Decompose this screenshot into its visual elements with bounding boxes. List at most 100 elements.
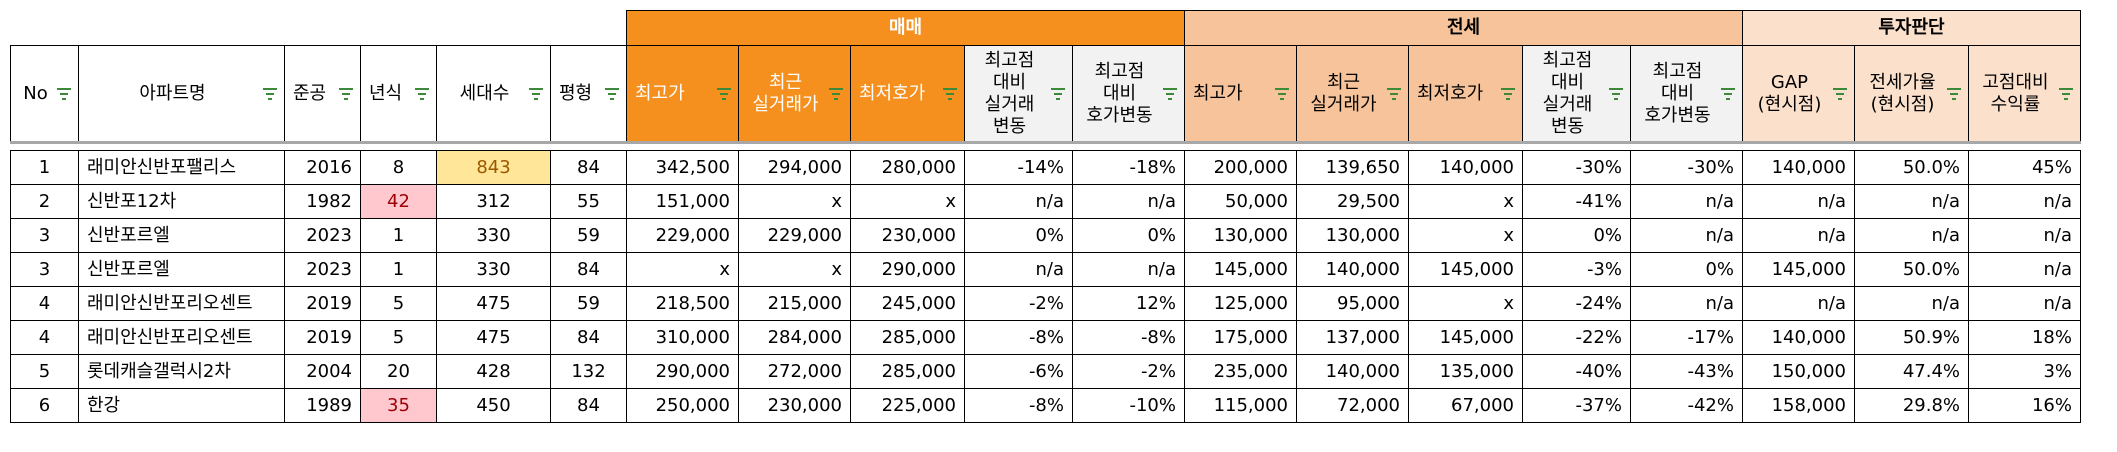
filter-dropdown-icon[interactable]	[828, 86, 844, 102]
cell-no[interactable]: 2	[10, 184, 79, 219]
cell-sale-lowask[interactable]: 285,000	[850, 354, 965, 389]
cell-area[interactable]: 84	[550, 150, 627, 185]
cell-jeonse-chg-deal[interactable]: -22%	[1522, 320, 1631, 355]
cell-jeonse-recent[interactable]: 29,500	[1296, 184, 1409, 219]
cell-households[interactable]: 450	[436, 388, 551, 423]
cell-sale-max[interactable]: 342,500	[626, 150, 739, 185]
cell-gap[interactable]: 145,000	[1742, 252, 1855, 287]
cell-gap[interactable]: n/a	[1742, 184, 1855, 219]
cell-jeonse-lowask[interactable]: x	[1408, 286, 1523, 321]
cell-built[interactable]: 2004	[284, 354, 361, 389]
cell-jeonse-max[interactable]: 50,000	[1184, 184, 1297, 219]
cell-jeonse-recent[interactable]: 137,000	[1296, 320, 1409, 355]
cell-sale-max[interactable]: 151,000	[626, 184, 739, 219]
cell-sale-chg-deal[interactable]: n/a	[964, 184, 1073, 219]
filter-dropdown-icon[interactable]	[1832, 86, 1848, 102]
cell-sale-chg-deal[interactable]: -6%	[964, 354, 1073, 389]
cell-jeonse-recent[interactable]: 72,000	[1296, 388, 1409, 423]
cell-no[interactable]: 3	[10, 252, 79, 287]
cell-sale-recent[interactable]: 284,000	[738, 320, 851, 355]
cell-ratio[interactable]: 47.4%	[1854, 354, 1969, 389]
cell-sale-max[interactable]: 229,000	[626, 218, 739, 253]
cell-return[interactable]: 45%	[1968, 150, 2081, 185]
cell-sale-max[interactable]: 290,000	[626, 354, 739, 389]
cell-jeonse-chg-deal[interactable]: -37%	[1522, 388, 1631, 423]
cell-age[interactable]: 1	[360, 252, 437, 287]
cell-ratio[interactable]: 29.8%	[1854, 388, 1969, 423]
cell-sale-max[interactable]: x	[626, 252, 739, 287]
cell-sale-chg-ask[interactable]: -8%	[1072, 320, 1185, 355]
cell-sale-lowask[interactable]: 245,000	[850, 286, 965, 321]
filter-dropdown-icon[interactable]	[1050, 86, 1066, 102]
cell-built[interactable]: 2023	[284, 252, 361, 287]
cell-age[interactable]: 8	[360, 150, 437, 185]
cell-built[interactable]: 2019	[284, 320, 361, 355]
cell-jeonse-lowask[interactable]: 140,000	[1408, 150, 1523, 185]
filter-dropdown-icon[interactable]	[604, 86, 620, 102]
cell-return[interactable]: n/a	[1968, 286, 2081, 321]
cell-jeonse-chg-ask[interactable]: -43%	[1630, 354, 1743, 389]
cell-area[interactable]: 132	[550, 354, 627, 389]
cell-sale-chg-deal[interactable]: -8%	[964, 320, 1073, 355]
cell-gap[interactable]: 158,000	[1742, 388, 1855, 423]
cell-households[interactable]: 428	[436, 354, 551, 389]
cell-jeonse-chg-ask[interactable]: -30%	[1630, 150, 1743, 185]
cell-area[interactable]: 84	[550, 388, 627, 423]
cell-sale-max[interactable]: 310,000	[626, 320, 739, 355]
cell-sale-chg-deal[interactable]: -14%	[964, 150, 1073, 185]
cell-age[interactable]: 5	[360, 320, 437, 355]
cell-no[interactable]: 4	[10, 320, 79, 355]
cell-sale-recent[interactable]: x	[738, 252, 851, 287]
cell-households[interactable]: 330	[436, 252, 551, 287]
cell-sale-lowask[interactable]: 285,000	[850, 320, 965, 355]
cell-sale-chg-deal[interactable]: n/a	[964, 252, 1073, 287]
cell-jeonse-chg-ask[interactable]: -42%	[1630, 388, 1743, 423]
filter-dropdown-icon[interactable]	[414, 86, 430, 102]
cell-gap[interactable]: n/a	[1742, 286, 1855, 321]
filter-dropdown-icon[interactable]	[1946, 86, 1962, 102]
filter-dropdown-icon[interactable]	[1500, 86, 1516, 102]
cell-jeonse-lowask[interactable]: 135,000	[1408, 354, 1523, 389]
cell-sale-chg-ask[interactable]: n/a	[1072, 184, 1185, 219]
cell-sale-recent[interactable]: 294,000	[738, 150, 851, 185]
cell-jeonse-chg-ask[interactable]: 0%	[1630, 252, 1743, 287]
cell-sale-chg-ask[interactable]: n/a	[1072, 252, 1185, 287]
cell-name[interactable]: 롯데캐슬갤럭시2차	[78, 354, 285, 389]
cell-no[interactable]: 1	[10, 150, 79, 185]
cell-jeonse-recent[interactable]: 140,000	[1296, 354, 1409, 389]
filter-dropdown-icon[interactable]	[1720, 86, 1736, 102]
cell-built[interactable]: 2023	[284, 218, 361, 253]
cell-jeonse-recent[interactable]: 95,000	[1296, 286, 1409, 321]
cell-return[interactable]: 16%	[1968, 388, 2081, 423]
cell-area[interactable]: 59	[550, 286, 627, 321]
filter-dropdown-icon[interactable]	[262, 86, 278, 102]
cell-sale-chg-deal[interactable]: 0%	[964, 218, 1073, 253]
cell-households[interactable]: 475	[436, 286, 551, 321]
cell-sale-chg-deal[interactable]: -2%	[964, 286, 1073, 321]
cell-age[interactable]: 5	[360, 286, 437, 321]
cell-jeonse-lowask[interactable]: 145,000	[1408, 320, 1523, 355]
filter-dropdown-icon[interactable]	[1608, 86, 1624, 102]
cell-name[interactable]: 래미안신반포리오센트	[78, 286, 285, 321]
cell-jeonse-chg-ask[interactable]: n/a	[1630, 286, 1743, 321]
cell-sale-recent[interactable]: 230,000	[738, 388, 851, 423]
cell-sale-recent[interactable]: 229,000	[738, 218, 851, 253]
cell-name[interactable]: 래미안신반포팰리스	[78, 150, 285, 185]
cell-jeonse-chg-deal[interactable]: -3%	[1522, 252, 1631, 287]
cell-jeonse-max[interactable]: 175,000	[1184, 320, 1297, 355]
cell-jeonse-recent[interactable]: 140,000	[1296, 252, 1409, 287]
cell-ratio[interactable]: n/a	[1854, 184, 1969, 219]
cell-jeonse-max[interactable]: 200,000	[1184, 150, 1297, 185]
cell-jeonse-chg-deal[interactable]: 0%	[1522, 218, 1631, 253]
cell-households[interactable]: 312	[436, 184, 551, 219]
cell-jeonse-chg-deal[interactable]: -40%	[1522, 354, 1631, 389]
cell-return[interactable]: 18%	[1968, 320, 2081, 355]
cell-name[interactable]: 신반포르엘	[78, 252, 285, 287]
cell-no[interactable]: 6	[10, 388, 79, 423]
cell-name[interactable]: 한강	[78, 388, 285, 423]
cell-jeonse-lowask[interactable]: 67,000	[1408, 388, 1523, 423]
cell-built[interactable]: 2016	[284, 150, 361, 185]
filter-dropdown-icon[interactable]	[716, 86, 732, 102]
cell-jeonse-max[interactable]: 235,000	[1184, 354, 1297, 389]
cell-area[interactable]: 55	[550, 184, 627, 219]
